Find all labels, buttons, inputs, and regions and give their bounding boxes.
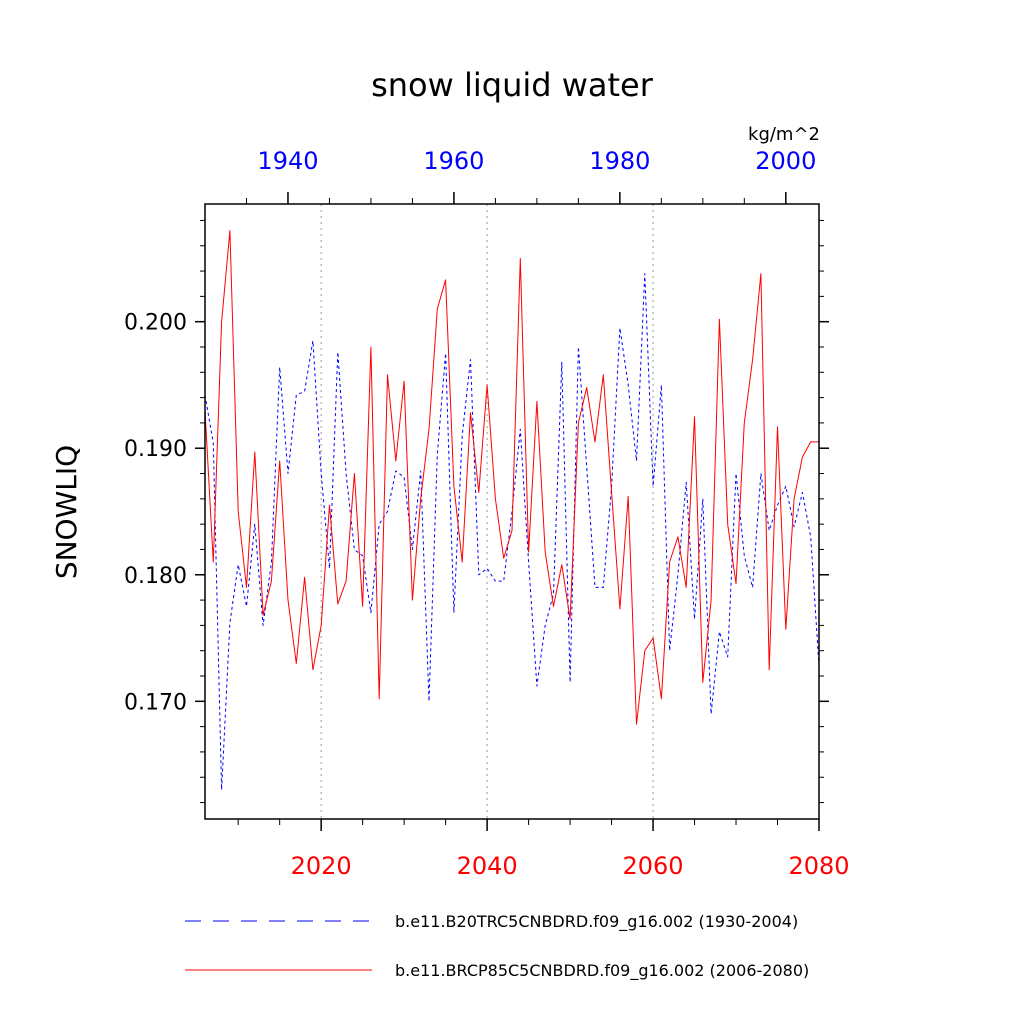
top-tick-label: 1980	[589, 147, 650, 175]
gridlines	[320, 204, 654, 819]
series-line-historical	[204, 273, 820, 791]
legend-label-historical: b.e11.B20TRC5CNBDRD.f09_g16.002 (1930-20…	[395, 912, 798, 932]
bottom-tick-labels: 2020 2040 2060 2080	[291, 852, 850, 880]
y-tick-labels: 0.170 0.180 0.190 0.200	[124, 311, 187, 716]
bottom-tick-label: 2080	[788, 852, 849, 880]
series-line-future	[204, 230, 819, 725]
y-tick-label: 0.200	[124, 311, 187, 336]
legend-label-future: b.e11.BRCP85C5CNBDRD.f09_g16.002 (2006-2…	[395, 961, 809, 981]
plot-frame	[204, 203, 820, 820]
legend: b.e11.B20TRC5CNBDRD.f09_g16.002 (1930-20…	[185, 912, 809, 981]
major-ticks	[195, 192, 829, 831]
minor-ticks	[200, 198, 824, 825]
y-tick-label: 0.180	[124, 564, 187, 589]
bottom-tick-label: 2040	[457, 852, 518, 880]
top-tick-labels: 1940 1960 1980 2000	[257, 147, 816, 175]
y-axis-label: SNOWLIQ	[50, 445, 83, 579]
top-tick-label: 1960	[423, 147, 484, 175]
y-tick-label: 0.190	[124, 437, 187, 462]
y-tick-label: 0.170	[124, 690, 187, 715]
series-layer	[204, 230, 820, 791]
units-label: kg/m^2	[748, 124, 820, 145]
chart-title: snow liquid water	[371, 66, 654, 104]
bottom-tick-label: 2020	[291, 852, 352, 880]
bottom-tick-label: 2060	[623, 852, 684, 880]
top-tick-label: 1940	[257, 147, 318, 175]
top-tick-label: 2000	[755, 147, 816, 175]
